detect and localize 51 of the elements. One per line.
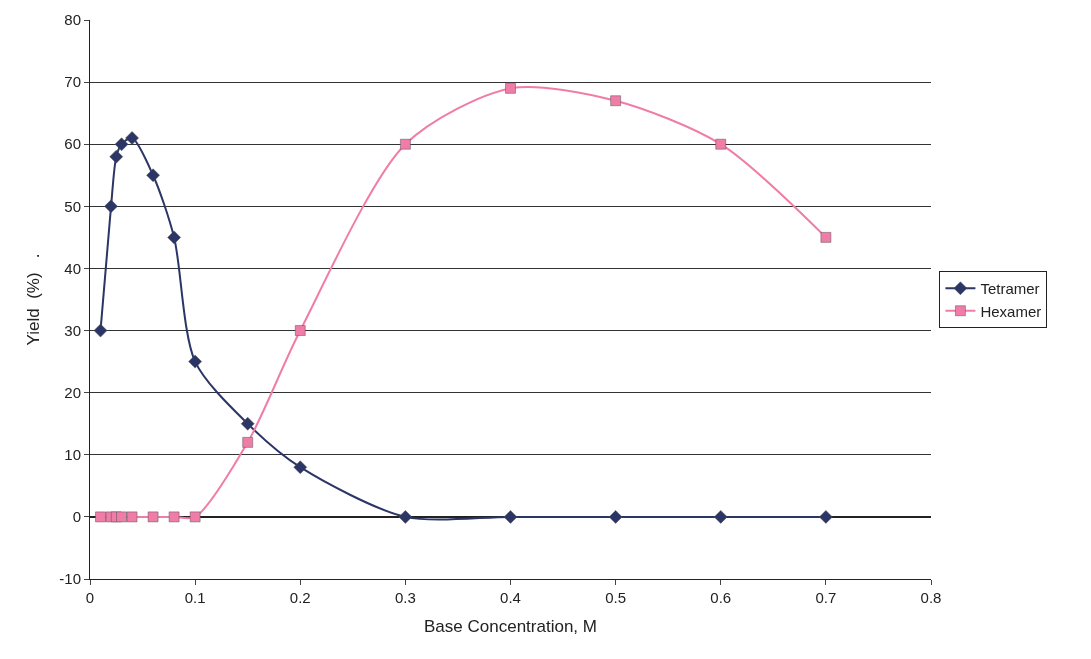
x-axis-title: Base Concentration, M (424, 617, 597, 637)
y-tick-label: 0 (72, 508, 81, 526)
legend-label: Tetramer (980, 280, 1040, 298)
point (293, 460, 307, 474)
point (167, 230, 181, 245)
y-tick-label: 50 (64, 197, 81, 215)
x-tick-label: 0.1 (184, 589, 206, 606)
point (400, 138, 411, 150)
point (242, 437, 253, 448)
y-tick-label: 60 (64, 135, 81, 153)
x-tick-label: 0.7 (815, 589, 837, 606)
legend-label: Hexamer (980, 302, 1042, 320)
point (714, 510, 728, 524)
point (715, 138, 726, 150)
y-tick-label: 70 (64, 73, 81, 91)
point (104, 199, 118, 214)
point (819, 510, 833, 524)
y-tick-label: 20 (64, 383, 81, 401)
x-tick-label: 0 (85, 589, 95, 606)
y-tick-label: 80 (64, 11, 81, 29)
point (114, 137, 129, 151)
x-tick-label: 0.2 (289, 589, 311, 606)
point (240, 416, 255, 431)
point (95, 511, 106, 523)
point (189, 511, 201, 523)
point (168, 511, 180, 523)
point (125, 131, 139, 145)
x-tick-label: 0.6 (710, 589, 732, 606)
point (146, 168, 160, 183)
y-tick-label: 40 (64, 259, 81, 277)
point (295, 325, 306, 336)
point (109, 149, 124, 164)
x-tick-label: 0.8 (920, 589, 942, 606)
x-tick-label: 0.4 (500, 589, 521, 606)
point (610, 95, 621, 106)
x-tick-label: 0.5 (605, 589, 627, 606)
y-tick-label: 30 (64, 321, 81, 339)
point (116, 511, 127, 523)
point (147, 511, 159, 523)
point (398, 510, 413, 524)
point (505, 83, 516, 94)
x-tick-label: 0.3 (394, 589, 416, 606)
point (93, 323, 108, 338)
point (188, 354, 202, 369)
point (608, 510, 623, 524)
y-tick-label: 10 (64, 446, 81, 464)
y-axis-title: Yield (%) . (23, 253, 43, 346)
point (503, 510, 518, 524)
point (820, 232, 832, 243)
point (126, 511, 138, 523)
y-tick-label: -10 (59, 570, 81, 588)
